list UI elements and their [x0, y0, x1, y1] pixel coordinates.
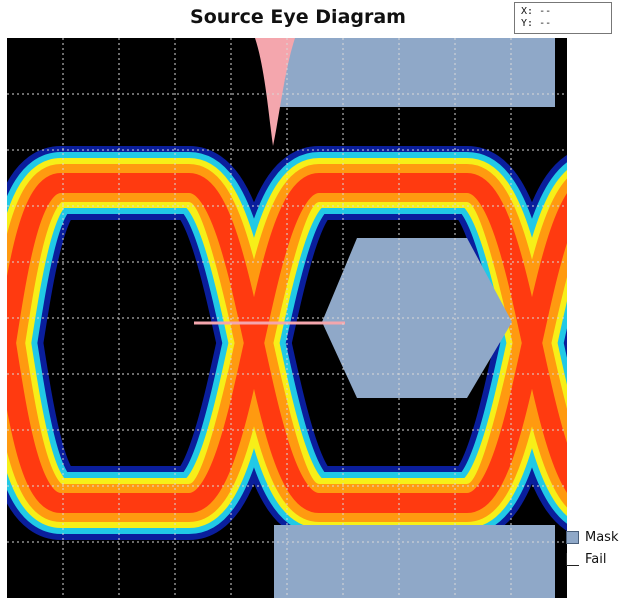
readout-y-value: -- — [539, 18, 552, 29]
readout-x-label: X: — [521, 6, 534, 17]
mask-top — [279, 38, 555, 107]
readout-y-label: Y: — [521, 18, 534, 29]
mask-bottom — [274, 525, 555, 598]
mask-regions — [274, 38, 555, 598]
jitter-histogram-spike — [255, 38, 295, 146]
legend-label-mask: Mask — [585, 529, 619, 545]
chart-title: Source Eye Diagram — [190, 6, 406, 28]
eye-diagram-plot[interactable] — [7, 38, 567, 598]
legend-item-fail: Fail — [566, 548, 624, 570]
plot-grid — [7, 38, 567, 598]
legend-label-fail: Fail — [585, 551, 607, 567]
legend-item-mask: Mask — [566, 526, 624, 548]
trace-band-peak — [7, 173, 567, 513]
legend-swatch-fail — [566, 552, 579, 566]
readout-x-value: -- — [539, 6, 552, 17]
legend: Mask Fail — [566, 526, 624, 570]
eye-traces — [7, 146, 567, 540]
legend-swatch-mask — [566, 530, 579, 544]
cursor-readout: X: -- Y: -- — [514, 2, 612, 34]
